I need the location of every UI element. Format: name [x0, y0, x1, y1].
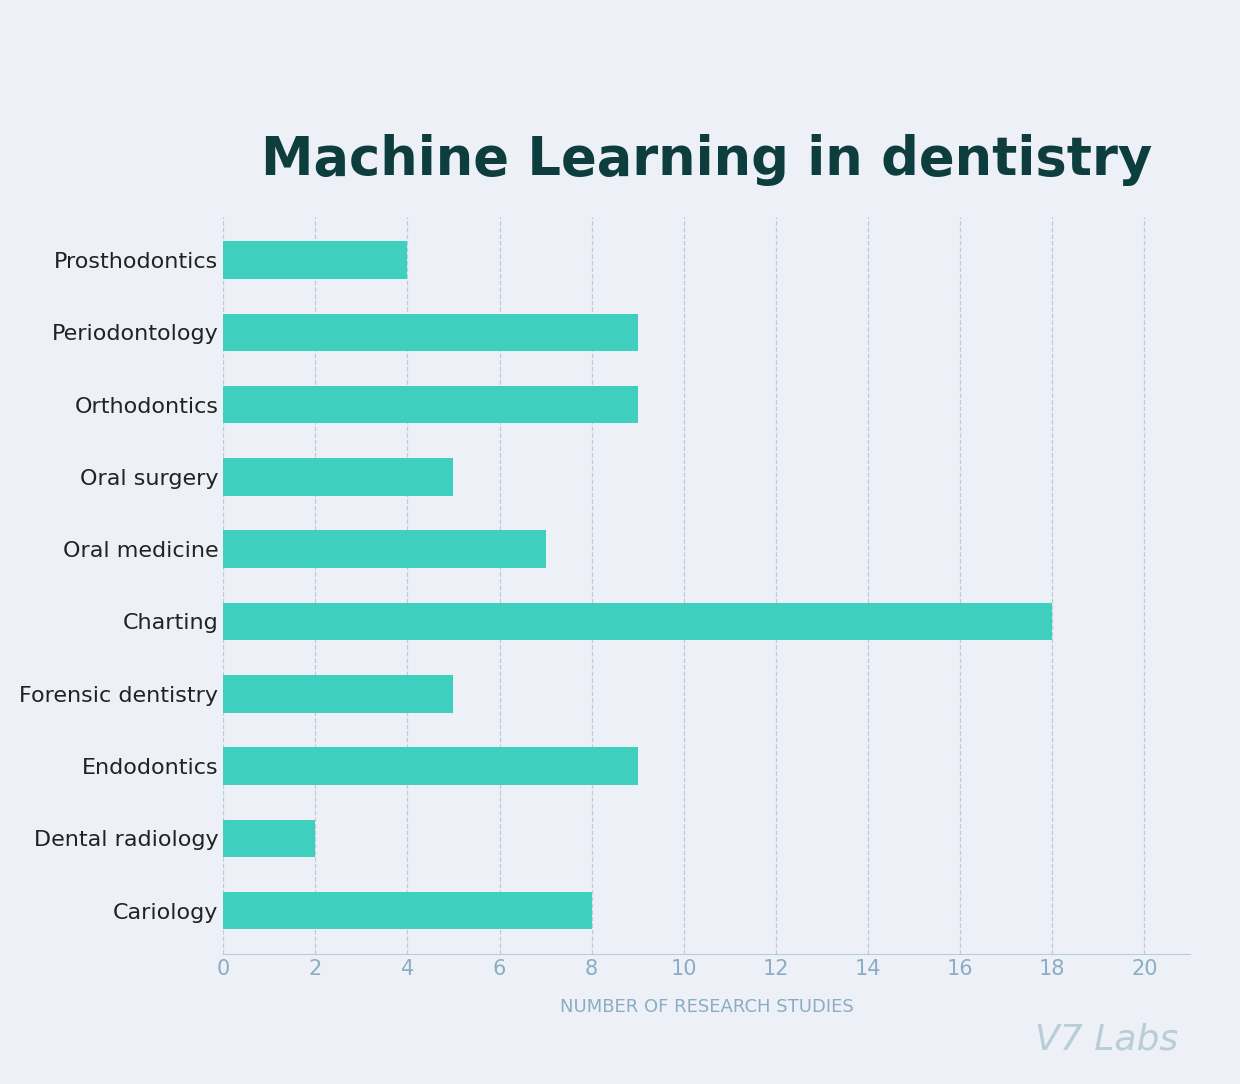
- Bar: [223, 892, 591, 929]
- Bar: [223, 747, 637, 785]
- Bar: [223, 459, 454, 495]
- Bar: [223, 386, 637, 424]
- Bar: [223, 530, 546, 568]
- Text: V7 Labs: V7 Labs: [1034, 1023, 1178, 1057]
- Bar: [223, 603, 1053, 641]
- Bar: [223, 820, 315, 857]
- Bar: [223, 675, 454, 712]
- Bar: [223, 313, 637, 351]
- X-axis label: NUMBER OF RESEARCH STUDIES: NUMBER OF RESEARCH STUDIES: [560, 998, 853, 1016]
- Title: Machine Learning in dentistry: Machine Learning in dentistry: [262, 134, 1152, 186]
- Bar: [223, 242, 408, 279]
